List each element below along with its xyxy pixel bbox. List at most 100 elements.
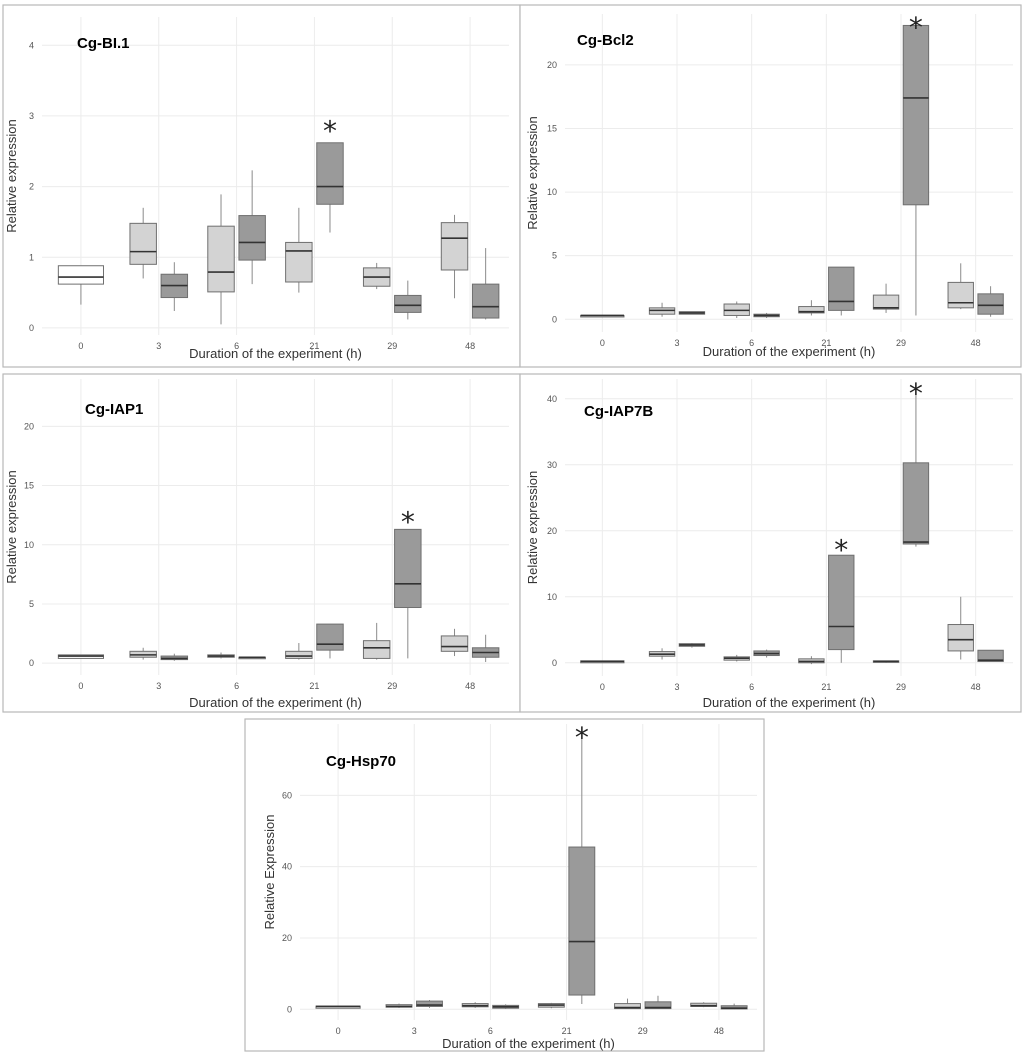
box-iqr — [440, 222, 469, 271]
box-iqr — [416, 1000, 443, 1007]
box-iqr — [440, 635, 469, 652]
panel-frame — [519, 4, 1022, 368]
x-tick-label: 3 — [412, 1026, 417, 1036]
x-tick-label: 6 — [488, 1026, 493, 1036]
box-21h-series-1 — [828, 554, 855, 663]
box-iqr — [285, 241, 313, 283]
x-tick-label: 3 — [674, 338, 679, 348]
y-axis-title: Relative Expression — [262, 815, 277, 930]
box-6h-series-1 — [238, 656, 266, 660]
box-3h-series-0 — [385, 1003, 413, 1008]
box-iqr — [394, 528, 422, 609]
box-iqr — [568, 846, 596, 996]
x-tick-label: 0 — [78, 341, 83, 351]
y-tick-label: 0 — [552, 658, 557, 668]
significance-star: * — [909, 11, 923, 44]
box-iqr — [872, 294, 900, 310]
box-iqr — [798, 306, 825, 314]
box-6h-series-0 — [723, 654, 750, 662]
x-tick-label: 21 — [821, 682, 831, 692]
box-21h-series-1 — [828, 266, 855, 316]
y-tick-label: 0 — [552, 314, 557, 324]
box-iqr — [57, 265, 104, 285]
x-axis-title: Duration of the experiment (h) — [189, 346, 362, 361]
x-axis-title: Duration of the experiment (h) — [703, 344, 876, 359]
x-tick-label: 6 — [749, 338, 754, 348]
y-tick-label: 4 — [29, 40, 34, 50]
box-iqr — [902, 24, 930, 206]
box-0h-series-2 — [580, 314, 625, 318]
x-tick-label: 29 — [896, 682, 906, 692]
box-iqr — [977, 293, 1004, 315]
x-tick-label: 48 — [465, 681, 475, 691]
panel-title: Cg-IAP7B — [584, 403, 653, 420]
box-48h-series-0 — [690, 1002, 718, 1008]
box-29h-series-1 — [902, 385, 930, 547]
x-tick-label: 29 — [638, 1026, 648, 1036]
x-tick-label: 6 — [234, 681, 239, 691]
box-3h-series-1 — [678, 643, 706, 648]
y-tick-label: 40 — [547, 394, 557, 404]
box-29h-series-1 — [394, 528, 422, 659]
box-21h-series-0 — [798, 300, 825, 316]
x-tick-label: 6 — [234, 341, 239, 351]
box-iqr — [902, 462, 930, 545]
box-6h-series-1 — [492, 1004, 520, 1009]
panel-title: Cg-IAP1 — [85, 401, 143, 418]
box-48h-series-0 — [440, 628, 469, 657]
box-iqr — [614, 1003, 641, 1010]
y-tick-label: 15 — [547, 123, 557, 133]
box-48h-series-1 — [471, 634, 500, 662]
significance-star: * — [323, 115, 337, 148]
y-tick-label: 10 — [24, 540, 34, 550]
box-21h-series-1 — [316, 142, 344, 233]
y-tick-label: 15 — [24, 481, 34, 491]
y-tick-label: 10 — [547, 187, 557, 197]
y-tick-label: 5 — [29, 599, 34, 609]
panel-cg-bcl2: 0 5 10 15 20 0 3 6 21 29 48 * Cg-Bcl2 Duration of the… — [519, 4, 1022, 368]
significance-star: * — [401, 506, 415, 539]
box-48h-series-0 — [947, 263, 974, 310]
box-iqr — [977, 649, 1004, 662]
box-3h-series-0 — [129, 207, 157, 279]
x-tick-label: 21 — [821, 338, 831, 348]
x-tick-label: 3 — [156, 681, 161, 691]
x-tick-label: 48 — [971, 682, 981, 692]
box-6h-series-0 — [207, 194, 235, 325]
panel-frame — [2, 4, 521, 368]
box-6h-series-1 — [238, 170, 266, 285]
x-tick-label: 6 — [749, 682, 754, 692]
box-6h-series-1 — [753, 312, 780, 319]
box-iqr — [285, 650, 313, 659]
x-tick-label: 0 — [78, 681, 83, 691]
x-tick-label: 0 — [600, 338, 605, 348]
y-tick-label: 1 — [29, 252, 34, 262]
significance-star: * — [575, 721, 589, 754]
box-29h-series-1 — [902, 24, 930, 316]
x-tick-label: 29 — [387, 341, 397, 351]
box-iqr — [471, 283, 500, 319]
y-tick-label: 0 — [287, 1004, 292, 1014]
box-21h-series-0 — [285, 643, 313, 660]
y-tick-label: 30 — [547, 460, 557, 470]
x-tick-label: 3 — [674, 682, 679, 692]
box-iqr — [828, 554, 855, 651]
y-tick-label: 0 — [29, 658, 34, 668]
box-iqr — [362, 640, 391, 659]
x-axis-title: Duration of the experiment (h) — [703, 695, 876, 710]
y-tick-label: 20 — [24, 421, 34, 431]
x-tick-label: 21 — [309, 681, 319, 691]
box-iqr — [316, 623, 344, 651]
box-0h-series-2 — [57, 654, 104, 659]
box-29h-series-1 — [644, 995, 672, 1010]
box-48h-series-0 — [440, 214, 469, 299]
box-21h-series-0 — [537, 1002, 565, 1009]
box-iqr — [207, 225, 235, 293]
x-axis-title: Duration of the experiment (h) — [189, 695, 362, 710]
box-29h-series-0 — [362, 622, 391, 660]
box-21h-series-0 — [285, 207, 313, 293]
box-iqr — [644, 1001, 672, 1010]
y-tick-label: 2 — [29, 182, 34, 192]
x-tick-label: 21 — [309, 341, 319, 351]
x-tick-label: 3 — [156, 341, 161, 351]
